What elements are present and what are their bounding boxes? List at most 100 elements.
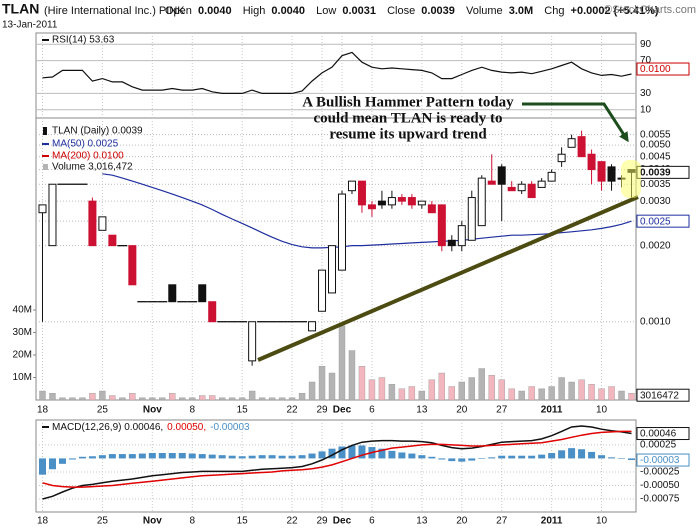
x-tick-label: Nov [143, 405, 162, 416]
volume-bar [438, 372, 446, 401]
volume-bar [39, 390, 46, 401]
histogram-bar [258, 455, 266, 459]
candle-body [507, 186, 516, 192]
credit: ©StockCharts.com [604, 4, 696, 16]
volume-tick-label: 20M [13, 350, 32, 361]
candle-body [357, 180, 366, 206]
stat-value: 3.0M [509, 5, 533, 17]
histogram-bar [308, 453, 316, 459]
legend-entry: 0.00050, [167, 422, 206, 433]
histogram-bar [318, 451, 326, 459]
y-tick-label: 0.0050 [640, 140, 671, 151]
volume-bar [308, 381, 316, 401]
annotation: resume its upward trend [329, 126, 487, 142]
histogram-bar [358, 445, 366, 459]
volume-bar [189, 397, 196, 401]
y-tick-label: 0.0055 [640, 129, 671, 140]
volume-bar [348, 350, 356, 401]
candle-body [208, 301, 217, 323]
histogram-bar [278, 455, 286, 459]
candle-body [318, 269, 327, 312]
candle-body [98, 216, 107, 231]
x-tick-label: 20 [456, 405, 468, 416]
volume-bar [548, 386, 555, 401]
histogram-bar [48, 458, 56, 470]
histogram-bar [39, 458, 46, 475]
y-tick-label: 0.00025 [640, 440, 677, 451]
volume-bar [268, 397, 276, 401]
histogram-bar [208, 454, 216, 459]
x-tick-label: 13 [416, 405, 428, 416]
value-box [636, 427, 690, 441]
candle-body [248, 321, 257, 362]
value-label: 0.00046 [640, 429, 677, 440]
histogram-bar [58, 458, 66, 464]
candle-body [387, 197, 396, 206]
candle-body [457, 225, 466, 247]
stat-value: 0.0040 [198, 5, 232, 17]
histogram-bar [598, 455, 606, 459]
stat-label: Chg [544, 5, 564, 17]
histogram-bar [248, 455, 256, 459]
x-tick-label: 8 [189, 516, 195, 527]
x-tick-label: 22 [287, 405, 299, 416]
x-tick-label: 18 [37, 405, 49, 416]
x-tick-label: 20 [456, 516, 468, 527]
histogram-bar [338, 446, 346, 459]
volume-bar [378, 377, 386, 401]
candle-body [517, 183, 526, 192]
y-tick-label: -0.00050 [640, 480, 680, 491]
legend-entry: MA(50) 0.0025 [52, 139, 119, 150]
volume-bar [508, 388, 515, 401]
histogram-bar [588, 451, 596, 459]
volume-bar [398, 388, 406, 401]
histogram-bar [558, 450, 566, 459]
value-label: 0.0039 [640, 167, 671, 178]
volume-tick-label: 30M [13, 327, 32, 338]
volume-bar [568, 381, 575, 401]
y-tick-label: 90 [640, 39, 652, 50]
histogram-bar [198, 454, 206, 459]
x-tick-label: 29 [316, 516, 328, 527]
stat-label: High [243, 5, 266, 17]
volume-bar [598, 388, 605, 401]
histogram-bar [228, 455, 236, 459]
candle-body [547, 171, 556, 182]
legend-entry: RSI(14) 53.63 [52, 35, 115, 46]
volume-bar [578, 379, 585, 401]
volume-bar [408, 386, 416, 401]
moving-average [102, 173, 632, 249]
annotation: could mean TLAN is ready to [313, 110, 502, 126]
y-tick-label: 0.0020 [640, 240, 671, 251]
plot-layer: 18 18 25 25 Nov Nov 8 8 15 15 22 22 29 29 Dec Dec 6 6 13 13… [13, 33, 690, 527]
volume-bar [298, 393, 306, 401]
legend-entry: MA(200) 0.0100 [52, 151, 124, 162]
x-tick-label: 10 [596, 516, 608, 527]
volume-bar [169, 393, 176, 401]
volume-bar [368, 379, 376, 401]
histogram-bar [328, 448, 336, 459]
stat-label: Volume [466, 5, 503, 17]
x-tick-label: 6 [369, 516, 375, 527]
volume-bar [538, 388, 545, 401]
histogram-bar [158, 453, 166, 459]
volume-bar [228, 397, 236, 401]
candle-body [347, 180, 356, 192]
candle-body [198, 284, 207, 303]
volume-bar [458, 381, 465, 401]
x-tick-label: 27 [496, 405, 508, 416]
candle-body [527, 183, 536, 199]
volume-bar [518, 390, 525, 401]
x-tick-label: 13 [416, 516, 428, 527]
legend-entry: Volume 3,016,472 [52, 162, 133, 173]
volume-bar [109, 395, 116, 401]
macd-panel [35, 419, 637, 513]
volume-bar [618, 390, 625, 401]
histogram-bar [168, 453, 176, 459]
candle-body [437, 204, 446, 247]
histogram-bar [348, 445, 356, 459]
volume-bar [608, 386, 615, 401]
histogram-bar [108, 454, 116, 459]
legend-swatch [43, 164, 48, 170]
